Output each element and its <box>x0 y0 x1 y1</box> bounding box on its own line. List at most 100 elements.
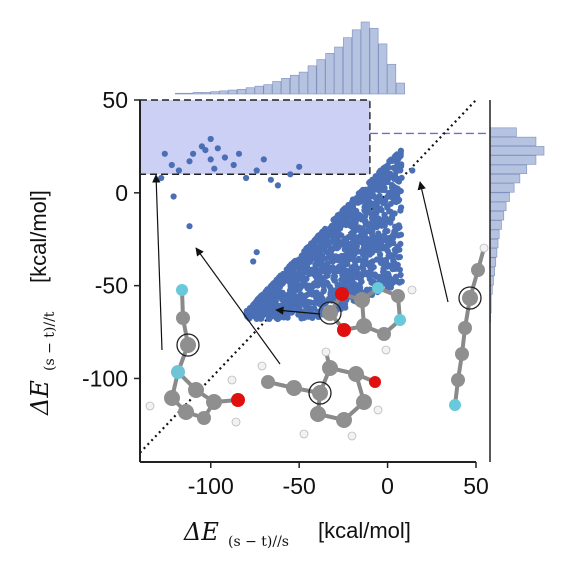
annotation-arrow-right <box>417 181 449 303</box>
scatter-point-1266 <box>371 184 378 191</box>
top-hist-bar <box>307 65 317 95</box>
scatter-point-1138 <box>389 266 396 273</box>
x-axis-symbol: ΔE <box>183 518 219 546</box>
annotation-arrow-bottom <box>195 247 281 365</box>
y-tick-label: 0 <box>115 180 128 206</box>
scatter-point-1286 <box>331 240 338 247</box>
scatter-point-1062 <box>363 236 370 243</box>
scatter-point-1312 <box>161 150 168 157</box>
scatter-point-781 <box>338 232 345 239</box>
scatter-point-749 <box>351 251 358 258</box>
scatter-point-1073 <box>326 231 333 239</box>
top-hist-bar <box>281 78 291 95</box>
scatter-point-1020 <box>384 228 391 235</box>
scatter-point-917 <box>309 305 316 312</box>
x-tick-label: 0 <box>381 473 394 499</box>
right-hist-bar <box>489 146 545 156</box>
top-hist-bar <box>263 84 273 95</box>
right-hist-bar <box>489 211 505 221</box>
scatter-point-773 <box>294 293 301 300</box>
scatter-point-1267 <box>364 269 371 277</box>
top-marginal-histogram <box>175 21 405 95</box>
scatter-point-1327 <box>186 223 193 230</box>
y-axis-symbol: ΔE <box>26 380 54 416</box>
right-hist-bar <box>489 257 497 267</box>
scatter-point-1198 <box>371 219 378 226</box>
scatter-point-1093 <box>312 279 319 287</box>
scatter-point-1305 <box>351 289 358 296</box>
right-hist-bar <box>489 201 507 212</box>
scatter-point-1318 <box>158 174 165 182</box>
scatter-point-1322 <box>207 156 214 163</box>
scatter-point-1187 <box>371 194 379 201</box>
top-hist-bar <box>219 90 229 95</box>
y-tick-label: 50 <box>102 87 128 113</box>
scatter-point-1112 <box>381 215 388 222</box>
scatter-point-826 <box>353 268 360 275</box>
scatter-point-1224 <box>339 207 346 214</box>
scatter-point-1175 <box>369 231 376 238</box>
scatter-point-926 <box>336 225 344 232</box>
scatter-point-1066 <box>345 281 352 288</box>
scatter-point-1315 <box>190 150 197 157</box>
top-hist-bar <box>325 53 335 95</box>
scatter-point-1332 <box>267 176 274 183</box>
top-hist-bar <box>351 29 361 95</box>
annotation-arrow-center <box>275 306 321 315</box>
scatter-point-1108 <box>249 310 256 317</box>
top-hist-bar <box>272 81 282 95</box>
scatter-point-1209 <box>287 287 294 294</box>
scatter-point-1124 <box>340 268 347 276</box>
scatter-point-1297 <box>303 255 310 262</box>
scatter-point-1262 <box>358 188 365 195</box>
y-tick-label: -50 <box>95 273 128 299</box>
scatter-point-1151 <box>383 167 390 174</box>
top-hist-bar <box>175 92 184 95</box>
scatter-point-1306 <box>374 206 381 213</box>
scatter-point-1323 <box>211 165 218 172</box>
scatter-point-1330 <box>253 167 260 174</box>
scatter-point-1341 <box>250 258 257 265</box>
scatter-point-1298 <box>391 190 398 197</box>
scatter-point-1317 <box>214 145 221 152</box>
scatter-point-1340 <box>253 249 260 256</box>
x-axis-unit: [kcal/mol] <box>318 518 411 543</box>
molecule-center-bicyclic <box>318 282 417 355</box>
scatter-point-1331 <box>260 156 267 163</box>
scatter-point-1324 <box>221 154 228 161</box>
scatter-point-1303 <box>344 215 351 222</box>
right-hist-bar <box>489 136 537 147</box>
scatter-point-1326 <box>235 150 243 157</box>
scatter-point-1291 <box>260 296 267 303</box>
right-marginal-histogram <box>489 100 545 462</box>
scatter-point-1140 <box>308 240 315 247</box>
top-hist-bar <box>378 43 388 95</box>
annotation-arrow-top-left <box>152 174 163 351</box>
y-axis-subscript: (s − t)//t <box>42 311 58 371</box>
scatter-point-1308 <box>317 237 324 244</box>
scatter-point-813 <box>394 261 401 268</box>
scatter-point-1274 <box>361 199 368 206</box>
scatter-point-1275 <box>270 299 277 306</box>
scatter-point-754 <box>396 253 403 261</box>
scatter-point-1245 <box>348 243 355 250</box>
right-hist-bar <box>489 183 515 193</box>
top-hist-bar <box>183 92 193 95</box>
scatter-point-1072 <box>397 207 404 214</box>
scatter-point-1188 <box>353 243 360 250</box>
scatter-point-1261 <box>344 261 351 268</box>
scatter-point-1260 <box>247 305 254 312</box>
scatter-point-1177 <box>381 187 388 194</box>
scatter-point-943 <box>368 279 375 286</box>
scatter-point-1128 <box>308 266 315 273</box>
scatter-point-1242 <box>350 272 357 279</box>
scatter-point-1259 <box>320 261 327 268</box>
scatter-point-979 <box>332 233 339 240</box>
scatter-point-1328 <box>170 193 177 200</box>
scatter-point-1251 <box>315 296 322 303</box>
scatter-point-1143 <box>357 271 364 278</box>
top-hist-bar <box>228 89 237 95</box>
scatter-point-1337 <box>271 293 278 300</box>
